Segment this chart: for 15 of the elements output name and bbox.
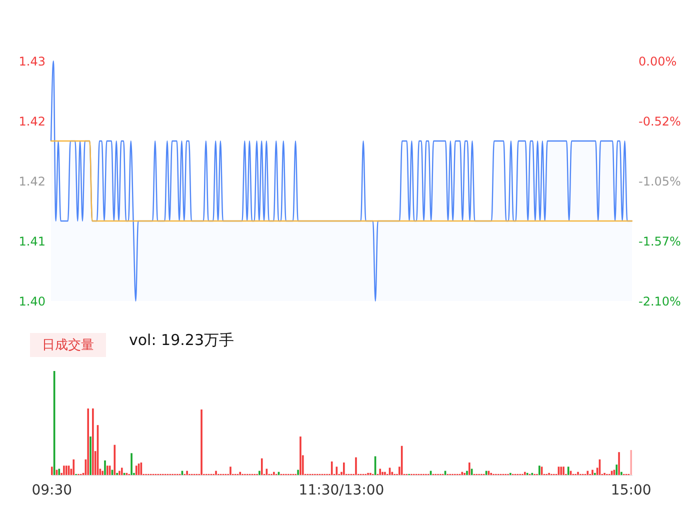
x-tick-label: 11:30/13:00 bbox=[298, 482, 384, 498]
y2-tick-label: 0.00% bbox=[638, 54, 677, 68]
y-tick-label: 1.41 bbox=[18, 234, 46, 248]
text: 日成交量 bbox=[30, 333, 106, 357]
y-tick-label: 1.43 bbox=[18, 54, 46, 68]
y2-tick-label: -0.52% bbox=[638, 114, 681, 128]
y-tick-label: 1.42 bbox=[18, 174, 46, 188]
text: vol: 19.23万手 bbox=[129, 331, 234, 350]
y-tick-label: 1.42 bbox=[18, 114, 46, 128]
y2-tick-label: -2.10% bbox=[638, 294, 681, 308]
y2-tick-label: -1.05% bbox=[638, 174, 681, 188]
x-tick-label: 15:00 bbox=[610, 482, 652, 498]
x-tick-label: 09:30 bbox=[32, 482, 72, 498]
y-tick-label: 1.40 bbox=[18, 294, 46, 308]
y2-tick-label: -1.57% bbox=[638, 234, 681, 248]
